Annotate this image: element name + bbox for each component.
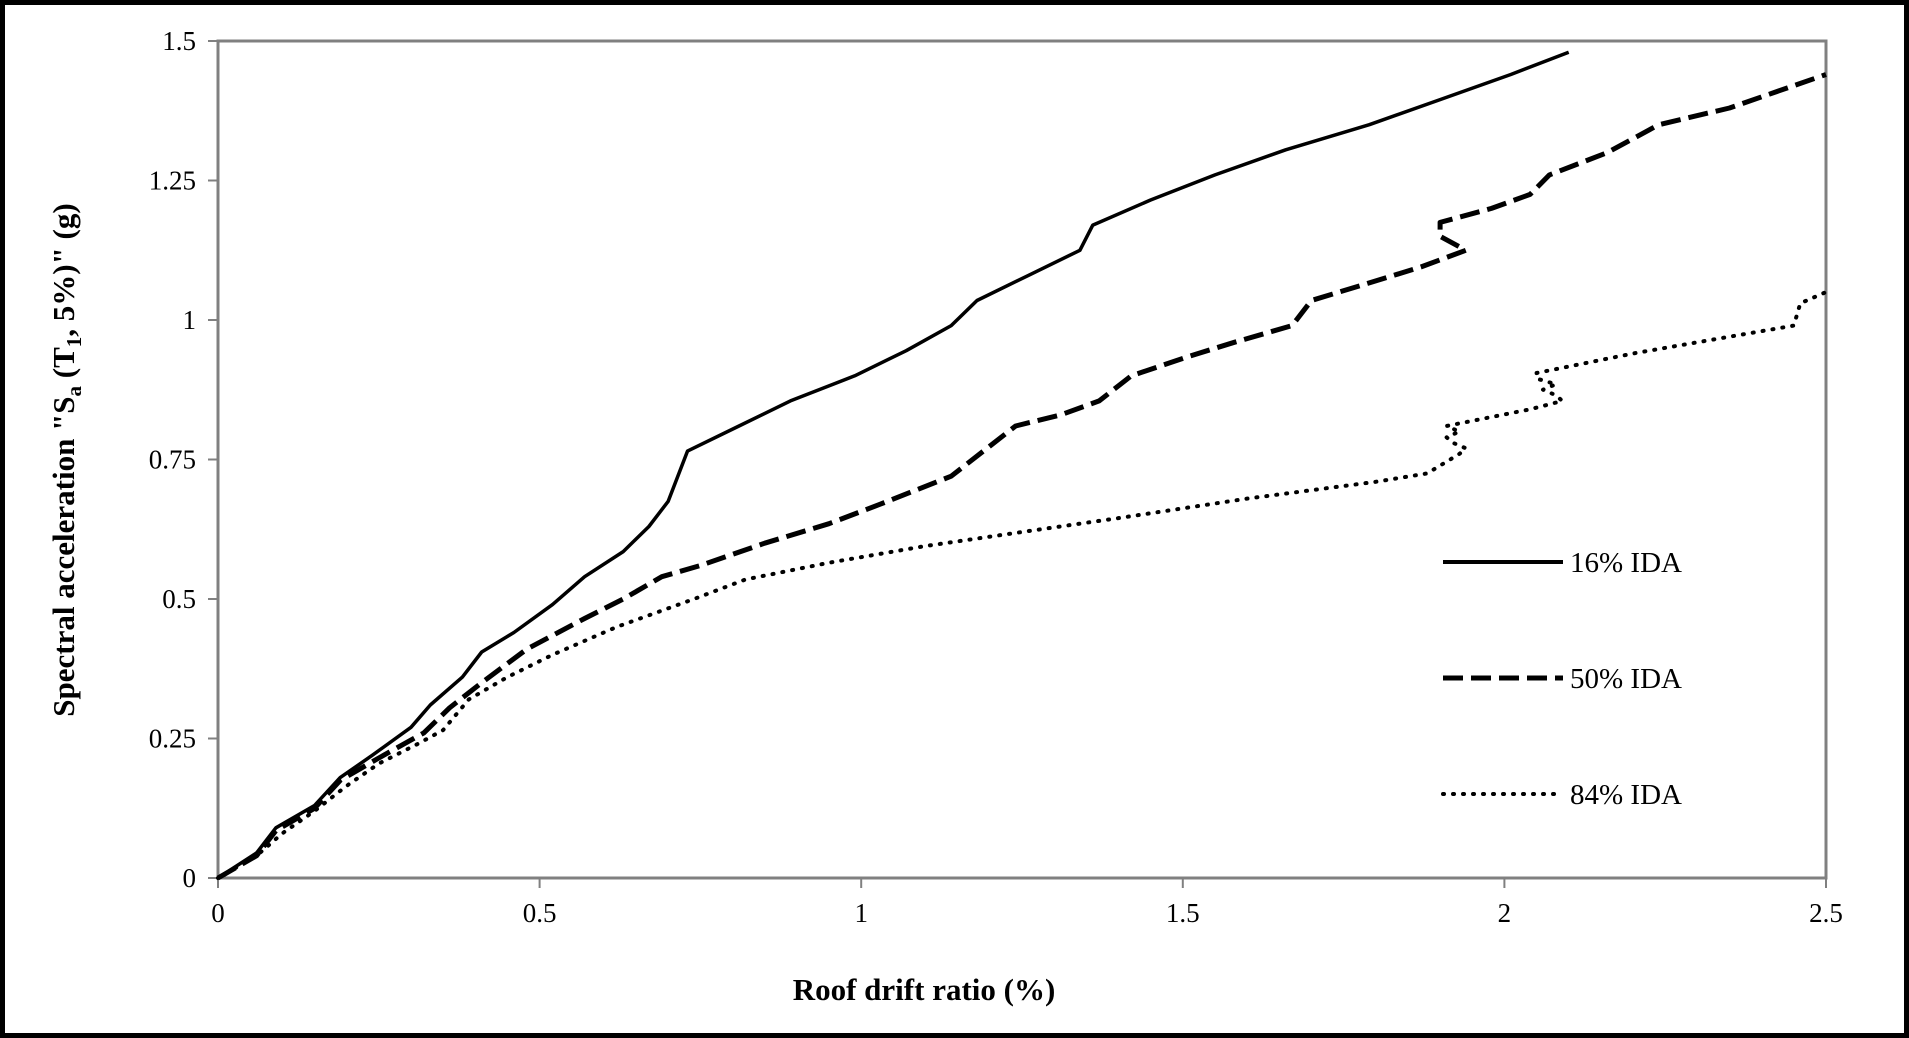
plot-area [216,39,1828,880]
x-tick-label: 0 [211,898,225,928]
y-axis-title-sub2: 1 [62,337,86,348]
y-axis-title-prefix: Spectral acceleration "S [46,396,81,716]
y-tick-label: 0.75 [149,445,196,475]
x-tick-label: 0.5 [523,898,557,928]
x-tick-label: 2.5 [1809,898,1843,928]
x-tick-label: 1.5 [1166,898,1200,928]
legend-label-16: 16% IDA [1570,547,1682,579]
y-tick-label: 1.25 [149,166,196,196]
x-axis-title: Roof drift ratio (%) [793,972,1056,1007]
legend-label-84: 84% IDA [1570,779,1682,811]
legend-label-50: 50% IDA [1570,663,1682,695]
series-group [216,50,1828,881]
y-axis-title: Spectral acceleration "Sa (T1, 5%)" (g) [46,203,86,716]
x-tick-label: 2 [1498,898,1512,928]
legend: 16% IDA 50% IDA 84% IDA [1441,547,1682,811]
line-chart: 0 0.5 1 1.5 2 2.5 0 0.25 0.5 0.75 1 1.25 1.5 Roof dr… [46,26,1843,1007]
y-tick-label: 0.5 [162,584,196,614]
y-axis-title-suffix: , 5%)" (g) [46,203,81,336]
tick-group: 0 0.5 1 1.5 2 2.5 0 0.25 0.5 0.75 1 1.25 1.5 [149,26,1843,928]
series-line-1 [216,72,1827,881]
y-tick-label: 1 [183,305,197,335]
y-axis-title-mid: (T [46,347,81,386]
y-tick-label: 0.25 [149,724,196,754]
y-axis-title-sub1: a [62,385,86,396]
x-tick-label: 1 [854,898,868,928]
y-tick-label: 0 [183,863,197,893]
series-line-2 [216,290,1828,880]
y-tick-label: 1.5 [162,26,196,56]
series-line-0 [217,50,1570,880]
